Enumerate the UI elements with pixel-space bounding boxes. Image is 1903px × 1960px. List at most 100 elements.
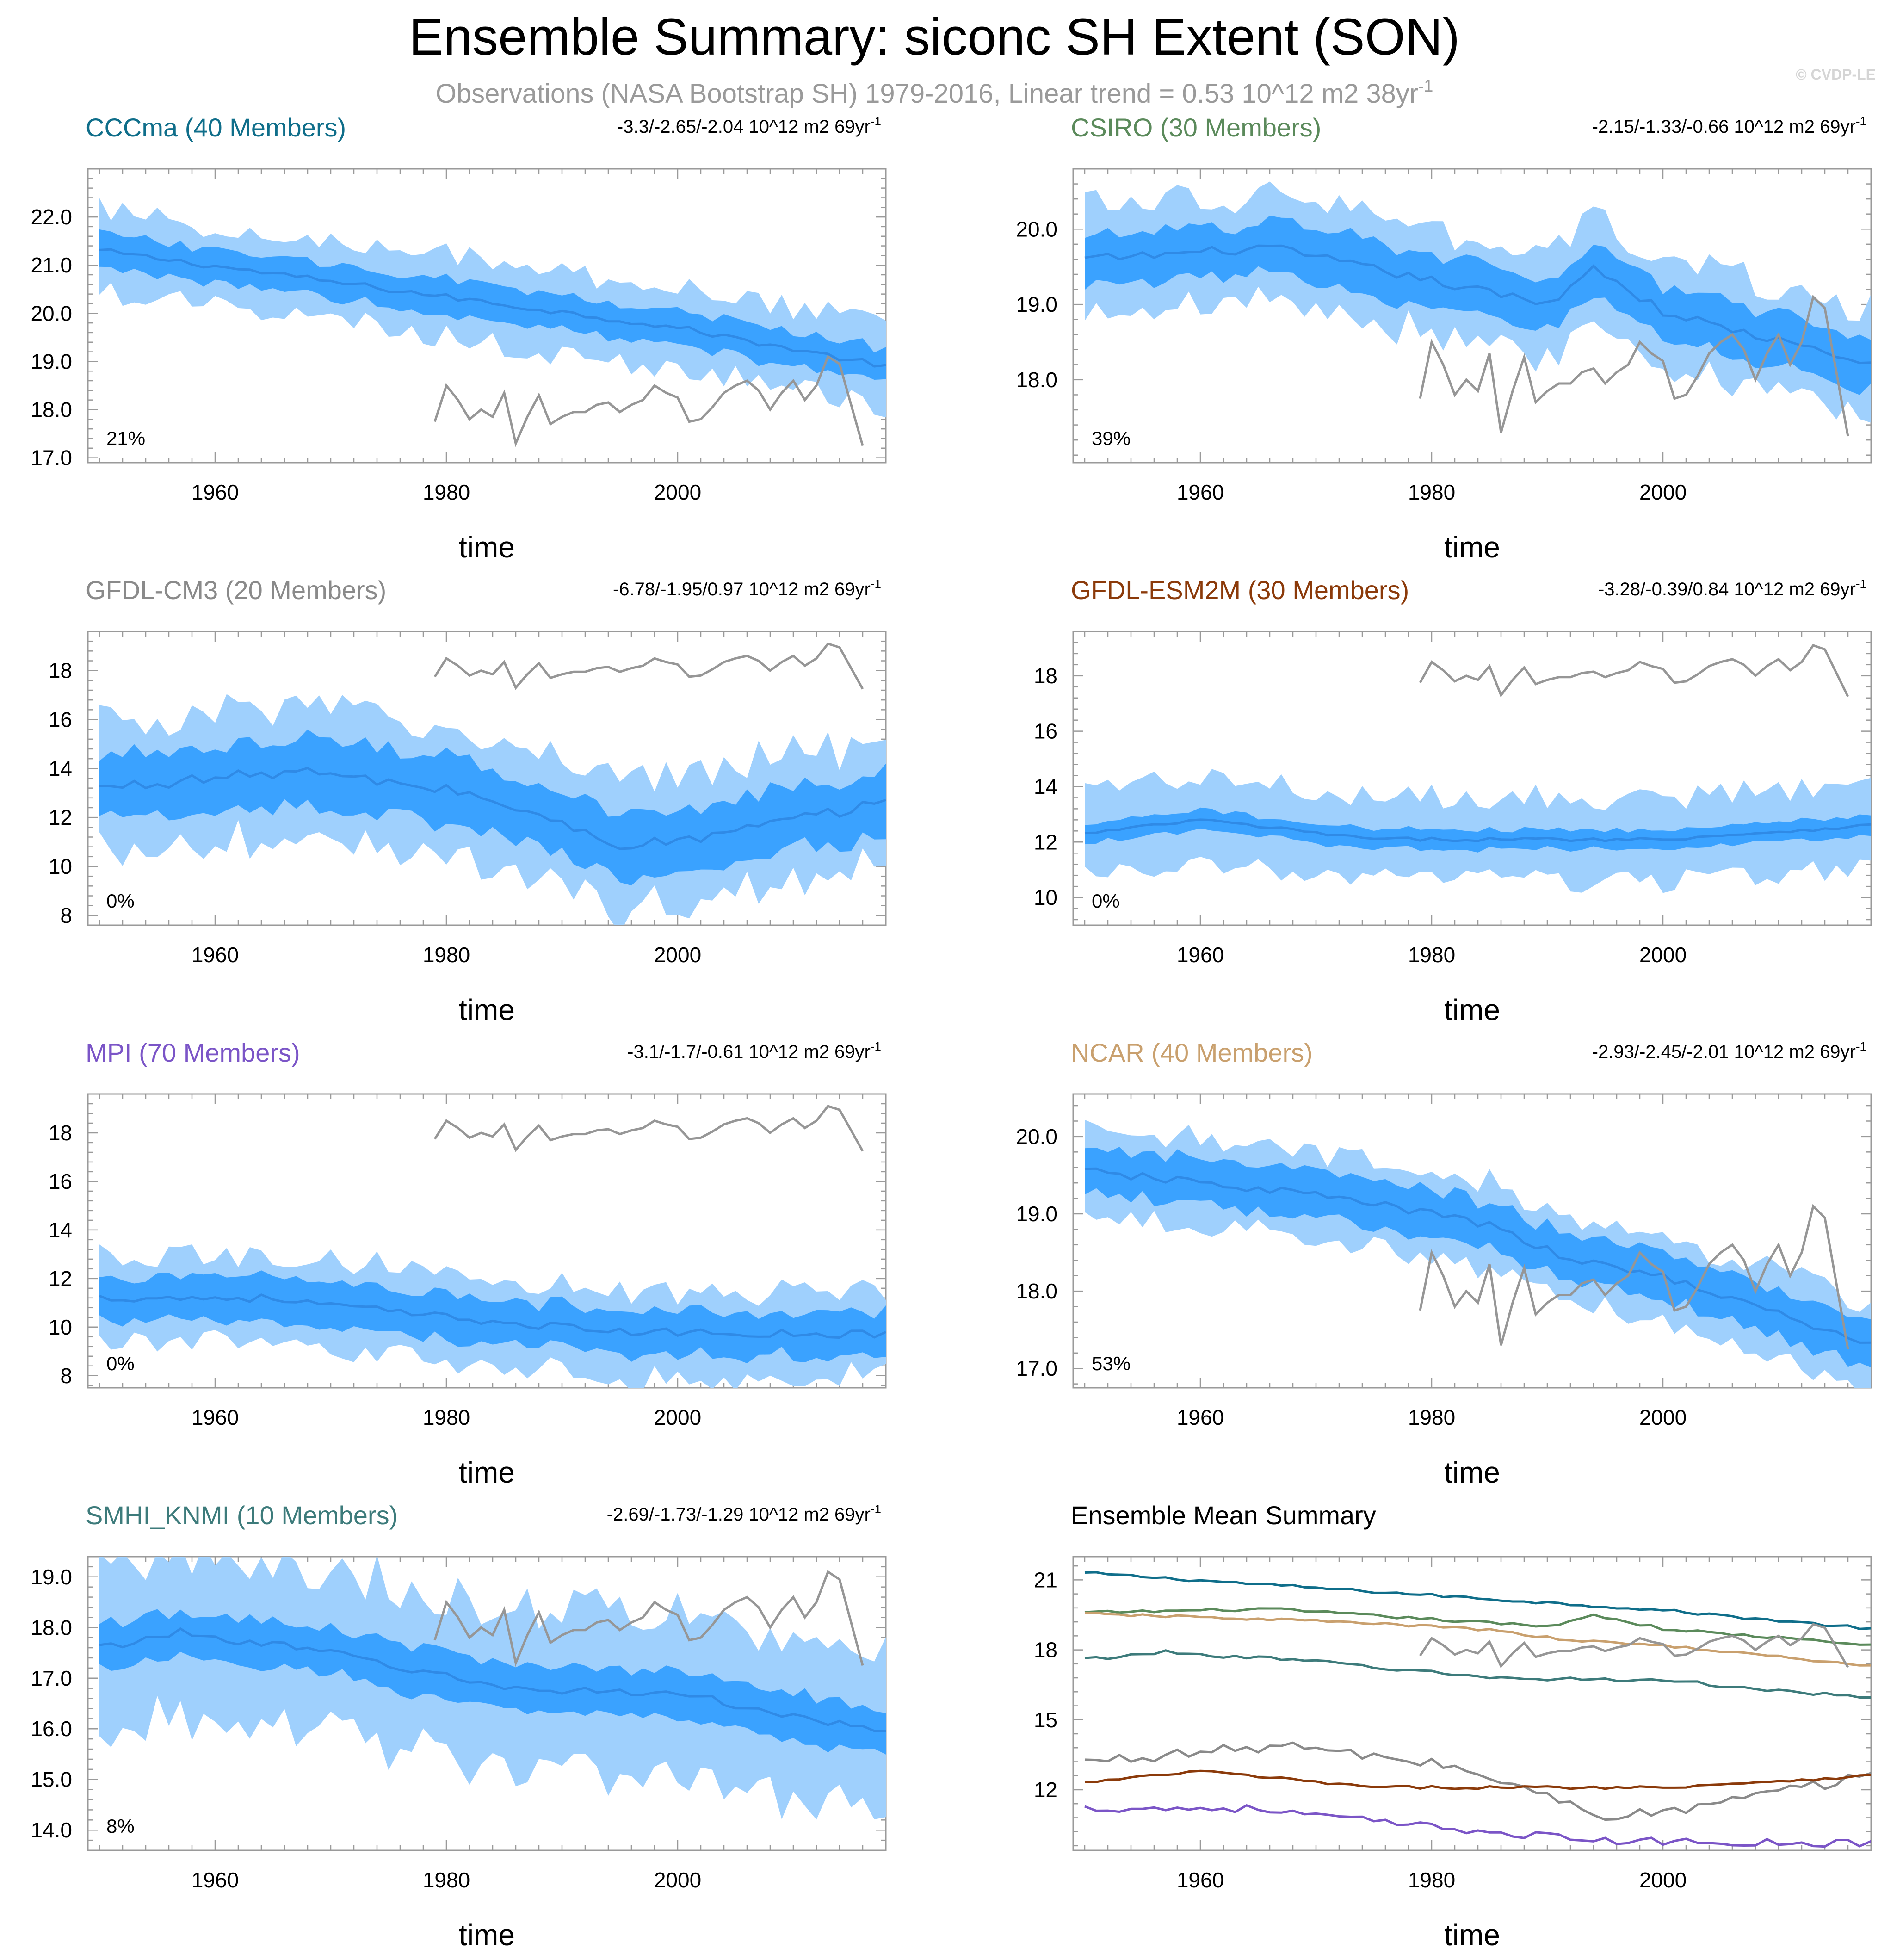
inner-spread-band (1085, 216, 1871, 395)
panel-title: CSIRO (30 Members) (1071, 113, 1321, 142)
panel-title: SMHI_KNMI (10 Members) (86, 1501, 398, 1530)
summary-mean-line (1084, 1571, 1871, 1630)
panel-2: 1960 1980 2000 18.0 19.0 20.0 time CSIRO (30 Me… (1016, 113, 1872, 564)
y-tick-label: 8 (60, 1364, 72, 1388)
x-tick-label: 1960 (1177, 943, 1224, 967)
band-group (1084, 181, 1871, 437)
observations-line (1419, 1204, 1849, 1349)
panels: 1960 1980 2000 17.0 18.0 19.0 20.0 21.0 22.0 time… (31, 113, 1872, 1952)
observations-line (433, 355, 864, 447)
percent-label: 39% (1092, 427, 1131, 449)
band-group (99, 1557, 886, 1820)
figure-title: Ensemble Summary: siconc SH Extent (SON) (409, 8, 1460, 66)
summary-mean-line (1084, 1804, 1871, 1848)
y-tick-label: 16 (1034, 719, 1057, 743)
y-tick-label: 10 (49, 854, 72, 878)
inner-spread-band (99, 1609, 886, 1755)
y-tick-label: 12 (1034, 1778, 1057, 1802)
trend-label: -3.1/-1.7/-0.61 10^12 m2 69yr-1 (627, 1039, 881, 1062)
inner-spread-band (1085, 807, 1871, 853)
ensemble-mean-line (99, 248, 886, 368)
y-tick-label: 18.0 (31, 397, 72, 421)
x-axis-label: time (459, 531, 515, 564)
band-group (1084, 644, 1871, 893)
y-tick-label: 18.0 (1016, 1279, 1057, 1303)
trend-label: -2.15/-1.33/-0.66 10^12 m2 69yr-1 (1592, 114, 1866, 137)
panel-6: 1960 1980 2000 17.0 18.0 19.0 20.0 time NCAR (40… (1016, 1038, 1872, 1489)
observations-line (433, 1105, 864, 1152)
band-group (99, 198, 886, 447)
trend-label: -2.69/-1.73/-1.29 10^12 m2 69yr-1 (607, 1502, 881, 1525)
x-tick-label: 2000 (654, 1405, 701, 1429)
summary-mean-line (1084, 1741, 1871, 1821)
y-tick-label: 14.0 (31, 1818, 72, 1842)
x-tick-label: 1960 (192, 480, 239, 504)
trend-superscript: -1 (871, 1039, 881, 1053)
x-tick-label: 1960 (192, 943, 239, 967)
y-tick-label: 12 (49, 805, 72, 829)
y-tick-label: 18.0 (1016, 368, 1057, 392)
panel-title: MPI (70 Members) (86, 1038, 300, 1067)
x-tick-label: 1980 (423, 1405, 470, 1429)
summary-mean-line (1084, 1769, 1871, 1790)
observations-line (1419, 644, 1849, 698)
percent-label: 0% (106, 890, 135, 912)
y-tick-label: 20.0 (31, 301, 72, 325)
summary-mean-line (1084, 1612, 1871, 1667)
trend-text: -2.15/-1.33/-0.66 10^12 m2 69yr (1592, 117, 1856, 137)
y-tick-label: 14 (49, 1218, 72, 1242)
y-tick-label: 17.0 (31, 446, 72, 470)
x-tick-label: 1980 (423, 480, 470, 504)
y-tick-label: 20.0 (1016, 1125, 1057, 1149)
panel-1: 1960 1980 2000 17.0 18.0 19.0 20.0 21.0 22.0 time… (31, 113, 887, 564)
summary-mean-line (1084, 1649, 1871, 1699)
y-tick-label: 15 (1034, 1708, 1057, 1732)
panel-4: 1960 1980 2000 10 12 14 16 18 time GFDL-ESM2M (30… (1034, 575, 1872, 1026)
ensemble-mean-line (99, 1627, 886, 1732)
x-axis-label: time (1444, 1918, 1500, 1952)
percent-label: 0% (1092, 890, 1120, 912)
summary-observations-line (1419, 1623, 1849, 1669)
ensemble-mean-line (1084, 1167, 1871, 1344)
observations-line (433, 1570, 864, 1667)
x-tick-label: 1980 (423, 943, 470, 967)
observations-line (1419, 294, 1849, 437)
y-tick-label: 15.0 (31, 1768, 72, 1792)
y-tick-label: 19.0 (1016, 1202, 1057, 1226)
subtitle-superscript: -1 (1418, 76, 1433, 95)
y-tick-label: 18 (1034, 1638, 1057, 1662)
ensemble-mean-line (1084, 818, 1871, 842)
x-axis-label: time (1444, 531, 1500, 564)
y-tick-label: 12 (1034, 830, 1057, 854)
y-tick-label: 12 (49, 1267, 72, 1291)
x-tick-label: 2000 (654, 1868, 701, 1892)
panel-7: 1960 1980 2000 14.0 15.0 16.0 17.0 18.0 19.0 time… (31, 1501, 887, 1952)
x-tick-label: 1980 (1408, 1405, 1455, 1429)
inner-spread-band (1085, 1147, 1871, 1368)
trend-text: -2.93/-2.45/-2.01 10^12 m2 69yr (1592, 1042, 1856, 1062)
trend-superscript: -1 (871, 577, 881, 591)
x-tick-label: 2000 (654, 480, 701, 504)
watermark: © CVDP-LE (1796, 66, 1876, 83)
trend-text: -3.1/-1.7/-0.61 10^12 m2 69yr (627, 1042, 871, 1062)
y-tick-label: 21 (1034, 1568, 1057, 1592)
x-axis-label: time (1444, 1456, 1500, 1489)
trend-label: -2.93/-2.45/-2.01 10^12 m2 69yr-1 (1592, 1039, 1866, 1062)
y-tick-label: 8 (60, 903, 72, 927)
x-tick-label: 1980 (423, 1868, 470, 1892)
summary-title: Ensemble Mean Summary (1071, 1501, 1376, 1530)
trend-text: -2.69/-1.73/-1.29 10^12 m2 69yr (607, 1504, 871, 1525)
subtitle-text: Observations (NASA Bootstrap SH) 1979-20… (436, 79, 1418, 109)
x-tick-label: 2000 (1639, 1868, 1687, 1892)
trend-superscript: -1 (1856, 1039, 1866, 1053)
y-tick-label: 18 (49, 1121, 72, 1145)
x-axis-label: time (459, 1918, 515, 1952)
trend-text: -6.78/-1.95/0.97 10^12 m2 69yr (613, 579, 871, 600)
trend-label: -3.28/-0.39/0.84 10^12 m2 69yr-1 (1598, 577, 1866, 600)
x-tick-label: 2000 (1639, 480, 1687, 504)
band-group (99, 1105, 886, 1388)
trend-text: -3.28/-0.39/0.84 10^12 m2 69yr (1598, 579, 1856, 600)
band-group (1084, 1119, 1871, 1388)
panel-summary: 1960 1980 2000 12 15 18 21 time Ensemble Mean Su… (1034, 1501, 1872, 1952)
